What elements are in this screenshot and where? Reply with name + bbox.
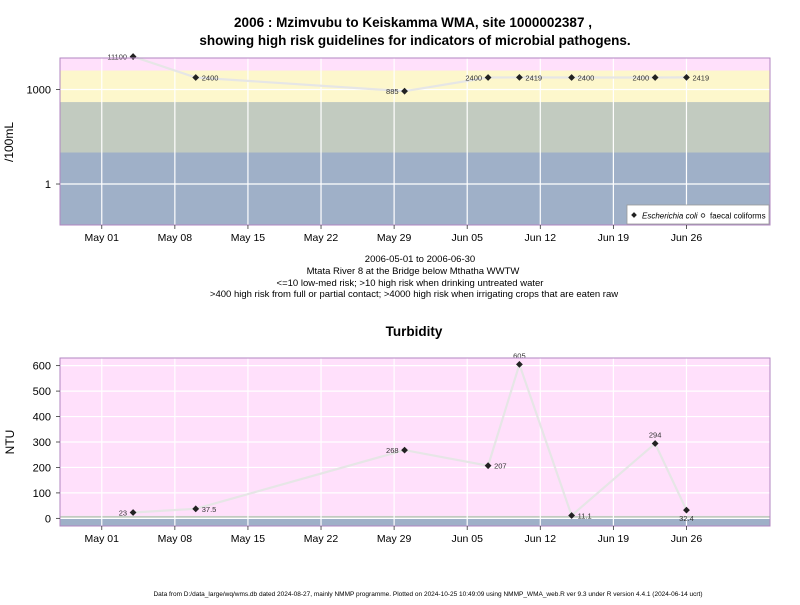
y-tick-label: 0 — [45, 513, 51, 525]
y-tick-label: 400 — [33, 412, 51, 424]
chart1-y-axis-label: /100mL — [2, 122, 16, 162]
data-label: 605 — [513, 351, 526, 360]
x-tick-label: May 08 — [158, 232, 193, 244]
data-label: 2419 — [692, 73, 709, 82]
chart1-points: 11100 2400 885 2400 2419 2400 2400 2419 — [107, 53, 709, 97]
x-tick-label: Jun 26 — [671, 232, 703, 244]
footer-provenance: Data from D:/data_large/wq/wms.db dated … — [153, 591, 702, 598]
data-point — [484, 462, 492, 470]
chart1-note-date-range: 2006-05-01 to 2006-06-30 — [365, 254, 475, 265]
data-point — [192, 74, 200, 81]
chart2-points: 23 37.5 268 207 605 11.1 294 32.4 — [119, 351, 694, 523]
chart1-axes: May 01 May 08 May 15 May 22 May 29 Jun 05 Jun … — [27, 85, 703, 244]
legend-marker-ecoli — [631, 212, 637, 218]
chart1-plot-frame — [59, 57, 771, 226]
data-label: 32.4 — [679, 514, 694, 523]
data-label: 294 — [649, 431, 662, 440]
legend-marker-faecal — [700, 213, 706, 218]
chart1-legend: Escherichia coli faecal coliforms — [626, 204, 770, 225]
x-tick-label: May 22 — [304, 232, 339, 244]
y-tick-label: 500 — [33, 386, 51, 398]
y-tick-label: 600 — [33, 361, 51, 373]
series-line-1 — [132, 55, 687, 93]
data-label: 2400 — [465, 74, 482, 83]
data-point — [516, 360, 523, 368]
x-tick-label: Jun 05 — [451, 232, 483, 244]
x-tick-label: Jun 26 — [671, 533, 703, 545]
data-label: 268 — [386, 446, 399, 455]
data-label: 37.5 — [202, 505, 217, 514]
data-point — [568, 74, 576, 81]
chart2-y-axis-label: NTU — [3, 430, 17, 455]
x-tick-label: Jun 12 — [525, 533, 557, 545]
data-label: 11.1 — [578, 512, 592, 521]
risk-band-3 — [60, 70, 770, 103]
legend-box — [626, 204, 770, 225]
chart1-note-site: Mtata River 8 at the Bridge below Mthath… — [307, 266, 520, 277]
x-tick-label: May 22 — [304, 533, 339, 545]
chart1-title-line1: 2006 : Mzimvubu to Keiskamma WMA, site 1… — [234, 15, 592, 30]
risk-band-2 — [60, 102, 770, 153]
chart2-title: Turbidity — [386, 324, 443, 339]
risk-band-2 — [60, 515, 770, 519]
data-label: 885 — [386, 87, 399, 96]
series-line-1 — [133, 360, 688, 518]
data-label: 11100 — [107, 53, 127, 62]
chart2-grid — [60, 358, 770, 526]
y-tick-label: 1000 — [27, 85, 51, 97]
legend-label-faecal: faecal coliforms — [710, 212, 766, 221]
chart1-series-line — [132, 55, 687, 93]
risk-band-4 — [60, 58, 770, 71]
data-label: 2419 — [525, 73, 542, 82]
x-tick-label: May 01 — [85, 533, 120, 545]
data-point — [484, 74, 492, 81]
y-tick-label: 200 — [33, 462, 51, 474]
chart1-title-line2: showing high risk guidelines for indicat… — [199, 33, 630, 48]
chart1-grid — [60, 58, 770, 225]
y-tick-label: 300 — [33, 437, 51, 449]
x-tick-label: Jun 19 — [598, 533, 630, 545]
chart2-axes: May 01 May 08 May 15 May 22 May 29 Jun 05 Jun … — [33, 361, 703, 545]
x-tick-label: Jun 19 — [598, 232, 630, 244]
data-label: 2400 — [202, 74, 219, 83]
x-tick-label: Jun 12 — [525, 232, 557, 244]
chart1-risk-bands — [60, 58, 770, 225]
data-label: 207 — [494, 462, 507, 471]
data-label: 2400 — [632, 74, 649, 83]
data-point — [651, 440, 659, 447]
chart1-note-drinking-risk: <=10 low-med risk; >10 high risk when dr… — [277, 278, 544, 289]
data-point — [683, 506, 690, 514]
x-tick-label: May 01 — [85, 232, 120, 244]
x-tick-label: May 15 — [231, 232, 266, 244]
data-point — [683, 74, 690, 81]
data-point — [192, 505, 200, 513]
legend-label-ecoli: Escherichia coli — [642, 212, 698, 221]
x-tick-label: May 29 — [377, 232, 412, 244]
data-point — [516, 74, 523, 81]
data-label: 23 — [119, 509, 127, 518]
data-label: 2400 — [578, 74, 595, 83]
y-tick-label: 100 — [33, 488, 51, 500]
risk-band-1 — [60, 518, 770, 526]
chart2-series-line — [133, 360, 688, 518]
x-tick-label: May 08 — [158, 533, 193, 545]
y-tick-label: 1 — [45, 179, 51, 191]
x-tick-label: Jun 05 — [451, 533, 483, 545]
data-point — [651, 74, 659, 81]
x-tick-label: May 15 — [231, 533, 266, 545]
chart1-note-contact-risk: >400 high risk from full or partial cont… — [210, 289, 618, 300]
risk-band-3 — [60, 358, 770, 516]
chart2-risk-bands — [60, 358, 770, 526]
x-tick-label: May 29 — [377, 533, 412, 545]
